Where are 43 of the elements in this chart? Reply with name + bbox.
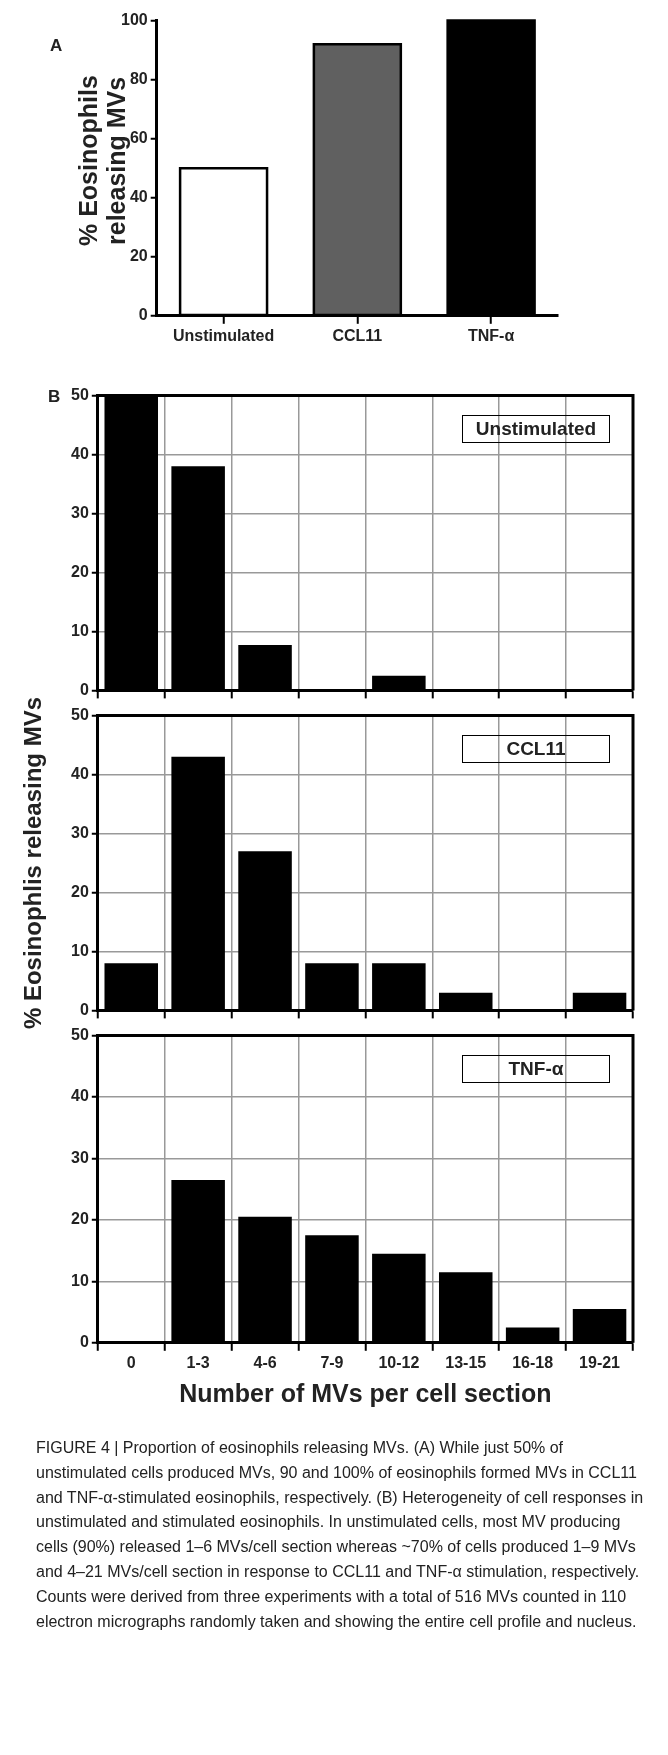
x-tick-label: 10-12	[378, 1353, 420, 1371]
y-tick-label: 0	[79, 1000, 89, 1018]
y-tick-label: 40	[129, 188, 148, 206]
y-tick-label: 80	[129, 70, 148, 88]
text: TNF-α	[462, 1055, 610, 1083]
x-axis-title: Number of MVs per cell section	[179, 1378, 552, 1407]
y-tick-label: 60	[129, 129, 148, 147]
x-tick-label: 16-18	[512, 1353, 554, 1371]
y-axis-title: % Eosinophils releasing MVs	[73, 74, 130, 248]
y-tick-label: 0	[138, 306, 148, 324]
y-tick-label: 30	[71, 503, 89, 521]
y-tick-label: 50	[71, 706, 89, 724]
y-tick-label: 0	[79, 680, 89, 698]
y-tick-label: 40	[71, 764, 89, 782]
x-tick-label: 7-9	[320, 1353, 344, 1371]
x-tick-label: TNF-α	[467, 326, 515, 344]
x-tick-label: Unstimulated	[172, 326, 275, 344]
y-tick-label: 10	[71, 621, 89, 639]
x-tick-label: 4-6	[253, 1353, 277, 1371]
y-tick-label: 50	[71, 1026, 89, 1044]
caption: FIGURE 4 | Proportion of eosinophils releasing MVs. (A) While just 50% of unstimulated cells produced MVs, 90 and 100% of eosinophils formed MVs in CCL11 and TNF-α-stimulated eosinophils, respectively. (B) Heterogeneity of cell responses in unstimulated and stimulated eosinophils. In unstimulated cells, most MV producing cells (90%) released 1–6 MVs/cell section whereas ~70% of cells produced 1–9 MVs and 4–21 MVs/cell section in response to CCL11 and TNF-α stimulation, respectively. Counts were derived from three experiments with a total of 516 MVs counted in 110 electron micrographs randomly taken and showing the entire cell profile and nucleus.	[36, 1438, 645, 1632]
y-tick-label: 0	[79, 1333, 89, 1351]
y-tick-label: 40	[71, 1087, 89, 1105]
y-tick-label: 20	[71, 562, 89, 580]
x-tick-label: CCL11	[332, 326, 383, 344]
x-tick-label: 19-21	[579, 1353, 621, 1371]
y-tick-label: 20	[71, 882, 89, 900]
text: CCL11	[462, 735, 610, 763]
y-tick-label: 30	[71, 1148, 89, 1166]
y-tick-label: 10	[71, 941, 89, 959]
x-tick-label: 1-3	[186, 1353, 210, 1371]
x-tick-label: 13-15	[445, 1353, 487, 1371]
y-tick-label: 50	[71, 386, 89, 404]
y-tick-label: 20	[129, 247, 148, 265]
y-tick-label: 30	[71, 823, 89, 841]
y-tick-label: 100	[120, 11, 148, 29]
text: A	[50, 36, 63, 56]
y-tick-label: 40	[71, 444, 89, 462]
y-axis-title: % Eosinophlis releasing MVs	[18, 696, 47, 1030]
text: B	[48, 387, 61, 407]
y-tick-label: 10	[71, 1271, 89, 1289]
text: Unstimulated	[462, 415, 610, 443]
y-tick-label: 20	[71, 1210, 89, 1228]
